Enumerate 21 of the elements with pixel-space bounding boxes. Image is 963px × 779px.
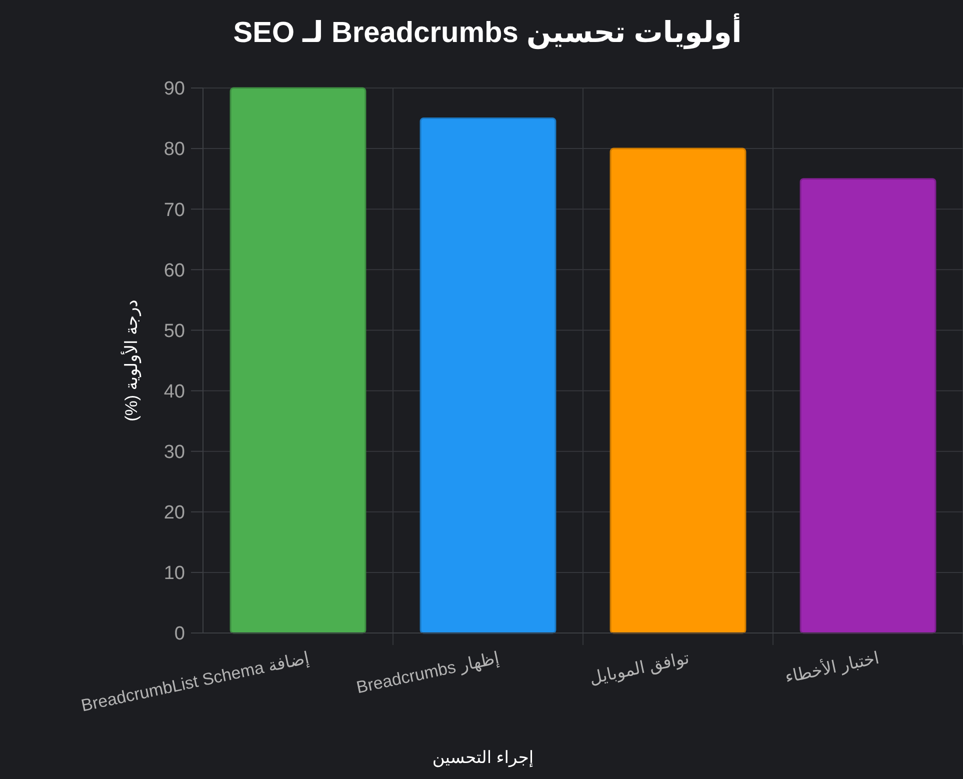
bar — [610, 148, 746, 634]
y-tick-label: 50 — [164, 320, 185, 342]
y-axis-title: درجة الأولوية (%) — [120, 300, 142, 422]
y-tick-label: 20 — [164, 502, 185, 524]
bar — [800, 178, 936, 634]
y-tick-label: 80 — [164, 139, 185, 160]
y-tick-label: 0 — [174, 624, 185, 645]
y-tick-label: 30 — [164, 442, 185, 463]
bar — [230, 87, 366, 634]
x-axis-title: إجراء التحسين — [432, 748, 534, 768]
x-tick-label: توافق الموبايل — [588, 648, 692, 689]
chart-title: أولويات تحسين Breadcrumbs لـ SEO — [233, 13, 742, 50]
y-tick-label: 10 — [164, 563, 185, 584]
x-tick-label: اختبار الأخطاء — [782, 646, 882, 688]
y-tick-label: 70 — [164, 200, 185, 221]
y-tick-label: 40 — [164, 381, 185, 402]
x-tick-label: إظهار Breadcrumbs — [354, 648, 502, 698]
x-tick-label: إضافة BreadcrumbList Schema — [80, 648, 312, 716]
bar — [420, 118, 556, 634]
y-tick-label: 90 — [164, 78, 185, 100]
y-tick-label: 60 — [164, 260, 185, 282]
